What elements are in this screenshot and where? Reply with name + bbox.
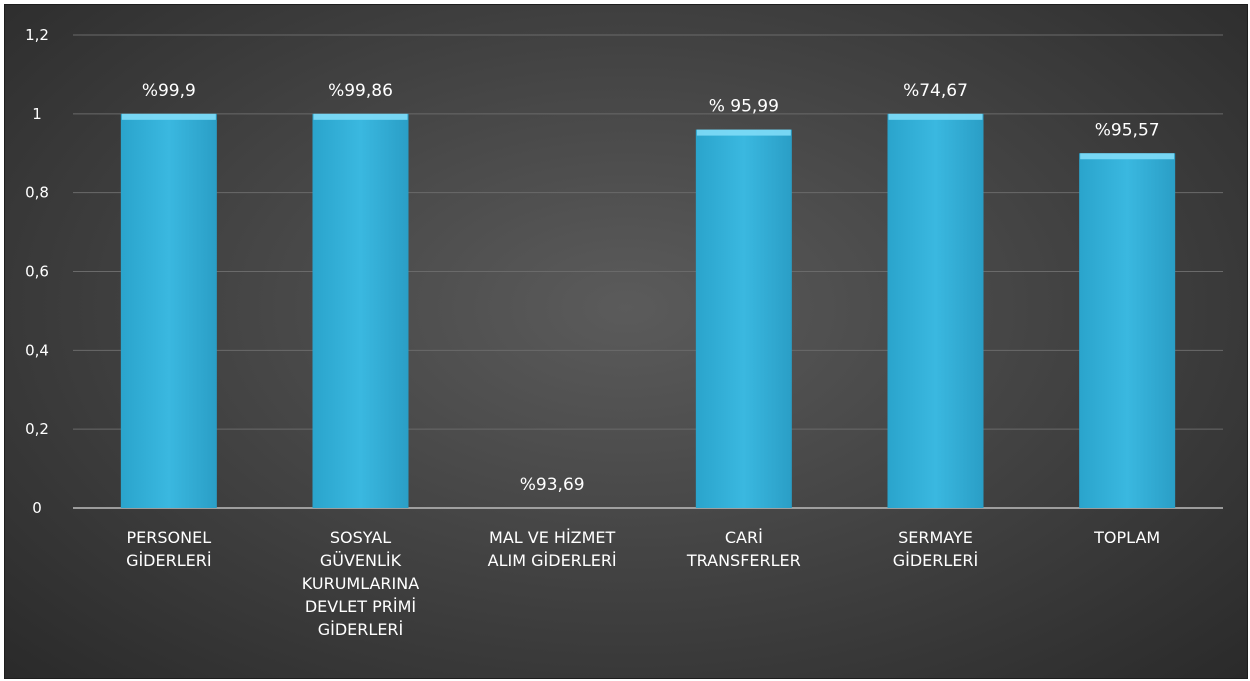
data-label: %74,67: [903, 81, 968, 101]
data-label: %99,9: [142, 81, 196, 101]
chart-area: 0 0,2 0,4 0,6 0,8 1 1,2 PERSONEL GİDERLERİ SOSYA…: [4, 4, 1248, 679]
bar-top-highlight: [1080, 153, 1175, 160]
category-label: PERSONEL GİDERLERİ: [126, 528, 212, 570]
y-axis-ticks: 0 0,2 0,4 0,6 0,8 1 1,2: [25, 26, 49, 517]
bars: [120, 113, 1176, 508]
category-label: SERMAYE GİDERLERİ: [893, 528, 979, 570]
bar-top-highlight: [696, 129, 791, 136]
y-tick-label: 0,6: [25, 263, 49, 281]
y-tick-label: 0,2: [25, 420, 49, 438]
bar: [312, 113, 409, 508]
bar: [120, 113, 217, 508]
y-tick-label: 0,8: [25, 184, 49, 202]
y-tick-label: 0: [32, 499, 42, 517]
data-label: % 95,99: [709, 97, 779, 117]
gridlines: [73, 34, 1223, 509]
y-tick-label: 1,2: [25, 26, 49, 44]
data-label: %95,57: [1095, 120, 1160, 140]
bar-top-highlight: [313, 113, 408, 120]
category-label: MAL VE HİZMET ALIM GİDERLERİ: [488, 528, 617, 570]
bar: [695, 129, 792, 508]
bar: [887, 113, 984, 508]
y-tick-label: 0,4: [25, 341, 49, 359]
x-axis-categories: PERSONEL GİDERLERİ SOSYAL GÜVENLİK KURUMLARI…: [126, 528, 1160, 639]
category-label: TOPLAM: [1093, 528, 1160, 547]
bar: [1079, 153, 1176, 508]
y-tick-label: 1: [32, 105, 42, 123]
data-label: %99,86: [328, 81, 393, 101]
category-label: CARİ TRANSFERLER: [686, 528, 801, 570]
data-label: %93,69: [520, 475, 585, 495]
bar-top-highlight: [121, 113, 216, 120]
bar-top-highlight: [888, 113, 983, 120]
bar-chart: 0 0,2 0,4 0,6 0,8 1 1,2 PERSONEL GİDERLERİ SOSYA…: [25, 26, 1223, 639]
category-label: SOSYAL GÜVENLİK KURUMLARINA DEVLET PRİMİ GİD…: [302, 528, 419, 639]
data-labels: %99,9 %99,86 %93,69 % 95,99 %74,67 %95,57: [142, 81, 1160, 495]
